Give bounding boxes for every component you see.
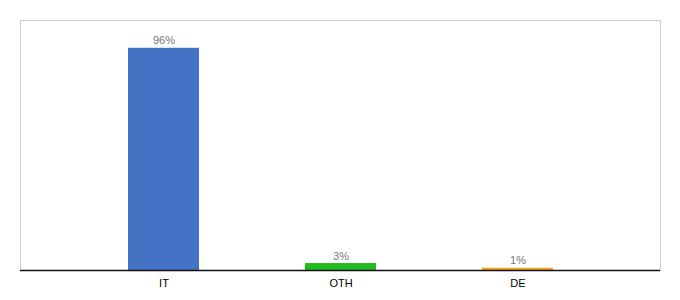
svg-text:96%: 96% [153,34,175,46]
svg-text:OTH: OTH [329,277,352,289]
svg-text:DE: DE [510,277,525,289]
svg-text:IT: IT [159,277,169,289]
svg-text:1%: 1% [510,254,526,266]
svg-text:3%: 3% [333,250,349,262]
